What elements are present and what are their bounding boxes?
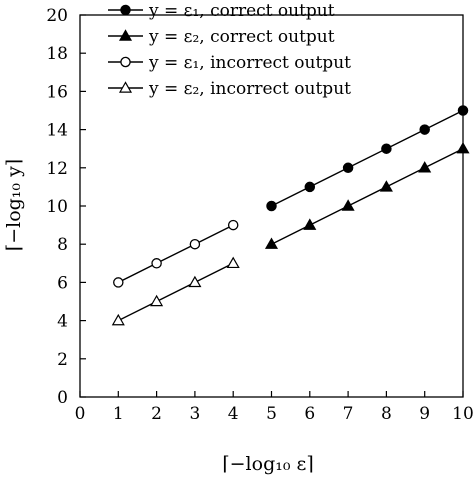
legend-entry-2: y = ε₂, correct output bbox=[108, 27, 335, 47]
x-tick-label: 4 bbox=[228, 404, 239, 424]
data-point bbox=[379, 180, 393, 192]
data-point bbox=[266, 200, 277, 212]
data-point bbox=[264, 237, 279, 249]
x-tick-label: 5 bbox=[266, 404, 277, 424]
y-tick-label: 16 bbox=[46, 82, 68, 102]
legend-label: y = ε₂, correct output bbox=[148, 27, 335, 47]
y-tick-label: 4 bbox=[57, 312, 68, 332]
x-tick-label: 1 bbox=[113, 404, 124, 424]
data-point bbox=[189, 238, 201, 250]
x-tick-label: 2 bbox=[151, 404, 162, 424]
legend-label: y = ε₁, correct output bbox=[148, 1, 335, 21]
series-1 bbox=[266, 105, 469, 212]
x-tick-label: 8 bbox=[381, 404, 392, 424]
x-ticks: 0 1 2 3 4 5 6 7 8 9 10 bbox=[75, 391, 474, 424]
data-point bbox=[304, 181, 316, 193]
data-point bbox=[418, 161, 432, 173]
y-tick-label: 18 bbox=[46, 44, 68, 64]
data-point bbox=[151, 258, 162, 269]
data-point bbox=[188, 275, 202, 288]
y-tick-label: 10 bbox=[46, 197, 68, 217]
series-2 bbox=[264, 141, 470, 249]
series-line bbox=[271, 148, 464, 245]
data-point bbox=[457, 105, 469, 116]
data-point bbox=[456, 141, 470, 154]
y-tick-label: 20 bbox=[46, 6, 68, 26]
y-axis-label: ⌈−log₁₀ y⌉ bbox=[3, 159, 25, 251]
data-point bbox=[150, 294, 164, 307]
y-tick-label: 14 bbox=[46, 121, 68, 141]
y-tick-label: 12 bbox=[46, 159, 68, 179]
legend-marker bbox=[118, 29, 133, 41]
x-tick-label: 7 bbox=[343, 404, 354, 424]
x-axis-label: ⌈−log₁₀ ε⌉ bbox=[222, 453, 314, 475]
legend-marker bbox=[120, 56, 131, 68]
data-point bbox=[227, 219, 239, 231]
data-point bbox=[419, 124, 430, 135]
series-line bbox=[117, 262, 234, 322]
series-4 bbox=[111, 256, 240, 326]
y-tick-label: 2 bbox=[57, 350, 68, 370]
x-tick-label: 10 bbox=[452, 404, 474, 424]
data-point bbox=[113, 277, 124, 288]
data-point bbox=[341, 199, 355, 211]
x-tick-label: 6 bbox=[304, 404, 315, 424]
y-tick-label: 6 bbox=[57, 273, 68, 293]
legend-marker bbox=[118, 81, 133, 93]
legend-marker bbox=[120, 4, 131, 16]
series-3 bbox=[113, 219, 239, 288]
legend-entry-1: y = ε₁, correct output bbox=[108, 1, 335, 21]
y-ticks: 0 2 4 6 8 10 12 14 16 18 20 bbox=[46, 6, 86, 408]
legend-entry-4: y = ε₂, incorrect output bbox=[108, 79, 351, 99]
x-tick-label: 9 bbox=[419, 404, 430, 424]
x-tick-label: 0 bbox=[75, 404, 86, 424]
data-point bbox=[381, 143, 392, 154]
series-group bbox=[111, 105, 470, 326]
data-point bbox=[303, 218, 317, 230]
series-line bbox=[271, 109, 464, 207]
legend: y = ε₁, correct output y = ε₂, correct ou… bbox=[108, 1, 351, 99]
data-point bbox=[226, 256, 240, 269]
data-point bbox=[342, 162, 354, 174]
y-tick-label: 8 bbox=[57, 235, 68, 255]
legend-label: y = ε₁, incorrect output bbox=[148, 53, 351, 73]
x-tick-label: 3 bbox=[189, 404, 200, 424]
data-point bbox=[111, 313, 125, 326]
legend-label: y = ε₂, incorrect output bbox=[148, 79, 351, 99]
series-line bbox=[117, 224, 234, 284]
y-tick-label: 0 bbox=[57, 388, 68, 408]
legend-entry-3: y = ε₁, incorrect output bbox=[108, 53, 351, 73]
